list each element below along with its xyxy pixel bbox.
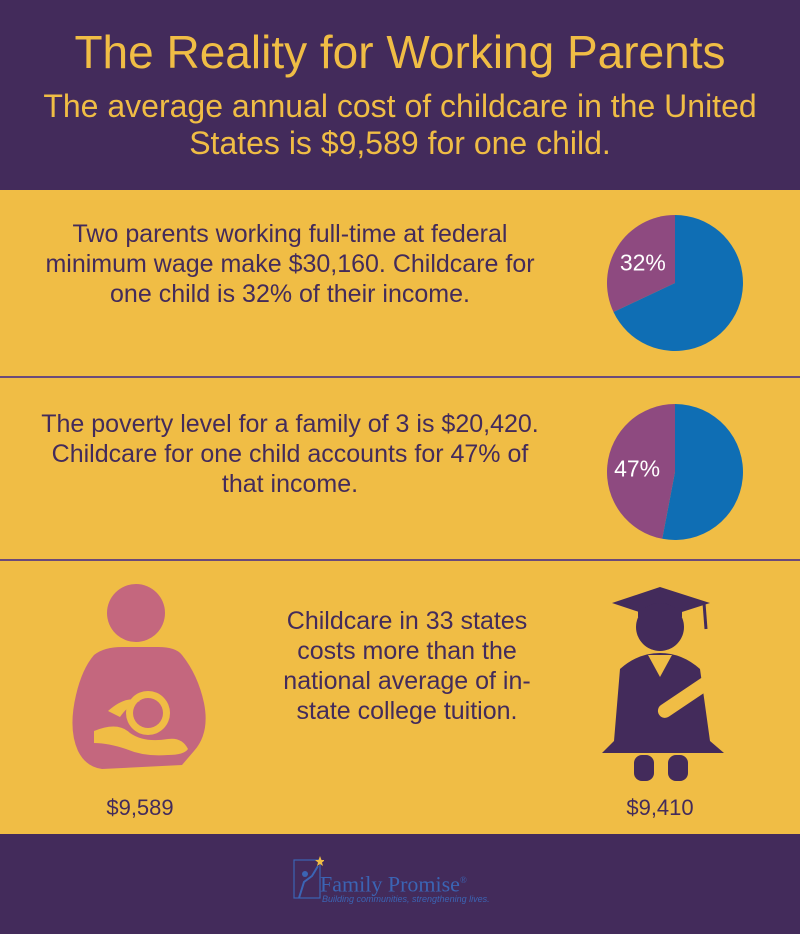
mother-with-child-icon xyxy=(72,584,206,769)
graduate-with-diploma-icon xyxy=(602,587,724,781)
footer-banner xyxy=(0,834,800,934)
fact-text-college-tuition: Childcare in 33 states costs more than t… xyxy=(283,607,531,725)
pie-slice-label: 32% xyxy=(620,250,666,276)
page-title: The Reality for Working Parents xyxy=(74,26,726,78)
pie-slice xyxy=(662,404,743,540)
pie-slice xyxy=(613,215,743,351)
childcare-cost-amount: $9,589 xyxy=(106,795,174,820)
page-subtitle: The average annual cost of childcare in … xyxy=(43,88,757,161)
fact-text-poverty-level: The poverty level for a family of 3 is $… xyxy=(41,410,539,498)
header-banner: The Reality for Working Parents The aver… xyxy=(0,0,800,190)
family-promise-logo[interactable]: Family Promise® Building communities, st… xyxy=(290,854,530,914)
pie-slice xyxy=(607,404,675,539)
pie-chart-poverty-level: 47% xyxy=(607,404,743,540)
pie-chart-minimum-wage: 32% xyxy=(607,215,743,351)
family-promise-logo-icon xyxy=(293,856,324,899)
pie-slice xyxy=(607,215,675,312)
pie-slice-label: 47% xyxy=(614,455,660,481)
band-divider xyxy=(0,376,800,378)
logo-name: Family Promise® xyxy=(320,871,467,897)
fact-text-minimum-wage: Two parents working full-time at federal… xyxy=(45,220,535,308)
band-divider xyxy=(0,559,800,561)
tuition-cost-amount: $9,410 xyxy=(626,795,694,820)
logo-tagline: Building communities, strengthening live… xyxy=(322,894,490,904)
